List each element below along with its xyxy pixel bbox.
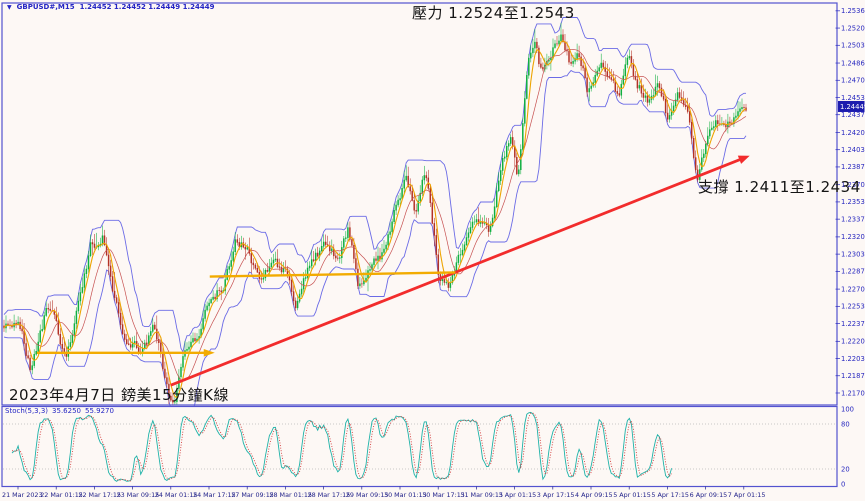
time-axis-label: 30 Mar 17:15 (422, 491, 465, 499)
quote-values: 1.24452 1.24452 1.24449 1.24449 (79, 3, 215, 11)
lower-band-line (3, 69, 747, 407)
time-axis-label: 3 Apr 01:15 (499, 491, 537, 499)
stoch-scale-label: 0 (841, 480, 845, 488)
chart-title-bar: ▼ GBPUSD#,M15 1.24452 1.24452 1.24449 1.… (7, 3, 214, 11)
price-axis-label: 1.22370 (841, 320, 865, 328)
price-axis-label: 1.22535 (841, 303, 865, 311)
time-axis-label: 22 Mar 17:15 (78, 491, 121, 499)
stoch-signal-line (11, 412, 672, 482)
support-trendline[interactable] (170, 156, 746, 387)
resistance-annotation[interactable]: 壓力 1.2524至1.2543 (412, 4, 575, 22)
time-axis-label: 31 Mar 09:15 (460, 491, 503, 499)
support-trendline-arrowhead (737, 155, 750, 164)
price-axis-label: 1.22700 (841, 285, 865, 293)
main-plot-area[interactable] (3, 17, 750, 411)
time-axis-label: 27 Mar 09:15 (231, 491, 274, 499)
caption-annotation[interactable]: 2023年4月7日 鎊美15分鐘K線 (9, 386, 229, 404)
price-axis-label: 1.23700 (841, 181, 865, 189)
main-chart-frame (1, 2, 838, 406)
price-axis-label: 1.24865 (841, 59, 865, 67)
time-axis-label: 5 Apr 17:15 (651, 491, 689, 499)
time-axis-label: 7 Apr 01:15 (728, 491, 766, 499)
support-zone-high[interactable] (209, 271, 456, 278)
stoch-scale-label: 80 (841, 420, 850, 428)
time-axis-label: 5 Apr 01:15 (613, 491, 651, 499)
price-axis-label: 1.24370 (841, 111, 865, 119)
price-axis-label: 1.22035 (841, 355, 865, 363)
stoch-indicator-label: Stoch(5,3,3) 35.6250 55.9270 (5, 407, 114, 415)
price-axis-label: 1.22870 (841, 268, 865, 276)
time-axis-label: 3 Apr 17:15 (537, 491, 575, 499)
price-axis-label: 1.25035 (841, 42, 865, 50)
time-axis-label: 28 Mar 01:15 (269, 491, 312, 499)
time-axis-label: 21 Mar 2023 (2, 491, 43, 499)
stoch-name: Stoch(5,3,3) (5, 407, 49, 415)
price-axis-label: 1.23200 (841, 233, 865, 241)
price-axis-label: 1.24535 (841, 94, 865, 102)
price-axis-label: 1.23535 (841, 198, 865, 206)
stoch-main-line (11, 411, 673, 482)
price-axis-label: 1.24200 (841, 129, 865, 137)
symbol-period-label: GBPUSD#,M15 (16, 3, 75, 11)
price-axis-label: 1.22200 (841, 338, 865, 346)
time-axis-label: 24 Mar 01:15 (155, 491, 198, 499)
price-axis-label: 1.21870 (841, 372, 865, 380)
upper-band-line (3, 17, 746, 354)
stoch-scale-label: 100 (841, 405, 854, 413)
time-axis-label: 24 Mar 17:15 (193, 491, 236, 499)
stoch-scale-label: 20 (841, 465, 850, 473)
price-axis-label: 1.25200 (841, 24, 865, 32)
slow-ma-line (3, 48, 747, 382)
current-price-tag (838, 100, 865, 112)
fast-ma-line (3, 40, 747, 399)
current-price-value: 1.24449 (840, 103, 865, 111)
time-axis-label: 29 Mar 09:15 (346, 491, 389, 499)
price-axis-label: 1.25365 (841, 7, 865, 15)
up-candle-bodies (5, 34, 743, 403)
up-candle-wicks (5, 22, 743, 406)
time-axis-label: 4 Apr 09:15 (575, 491, 613, 499)
stoch-value-signal: 55.9270 (84, 407, 114, 415)
price-axis-label: 1.23870 (841, 163, 865, 171)
down-candle-bodies (3, 34, 747, 403)
time-axis-label: 6 Apr 09:15 (690, 491, 728, 499)
price-axis-label: 1.21705 (841, 389, 865, 397)
price-axis-label: 1.23370 (841, 215, 865, 223)
price-axis-label: 1.23035 (841, 250, 865, 258)
time-axis-label: 23 Mar 09:15 (117, 491, 160, 499)
time-axis-label: 30 Mar 01:15 (384, 491, 427, 499)
support-zone-low-arrowhead (203, 348, 215, 357)
price-axis-label: 1.24035 (841, 146, 865, 154)
time-axis-label: 22 Mar 01:15 (40, 491, 83, 499)
support-annotation[interactable]: 支撐 1.2411至1.2434 (698, 178, 861, 196)
time-axis-label: 28 Mar 17:15 (308, 491, 351, 499)
down-candle-wicks (3, 29, 747, 406)
symbol-dropdown-icon[interactable]: ▼ (7, 3, 12, 11)
price-axis-label: 1.24700 (841, 77, 865, 85)
stoch-value-main: 35.6250 (52, 407, 81, 415)
stoch-panel-frame (1, 405, 838, 488)
